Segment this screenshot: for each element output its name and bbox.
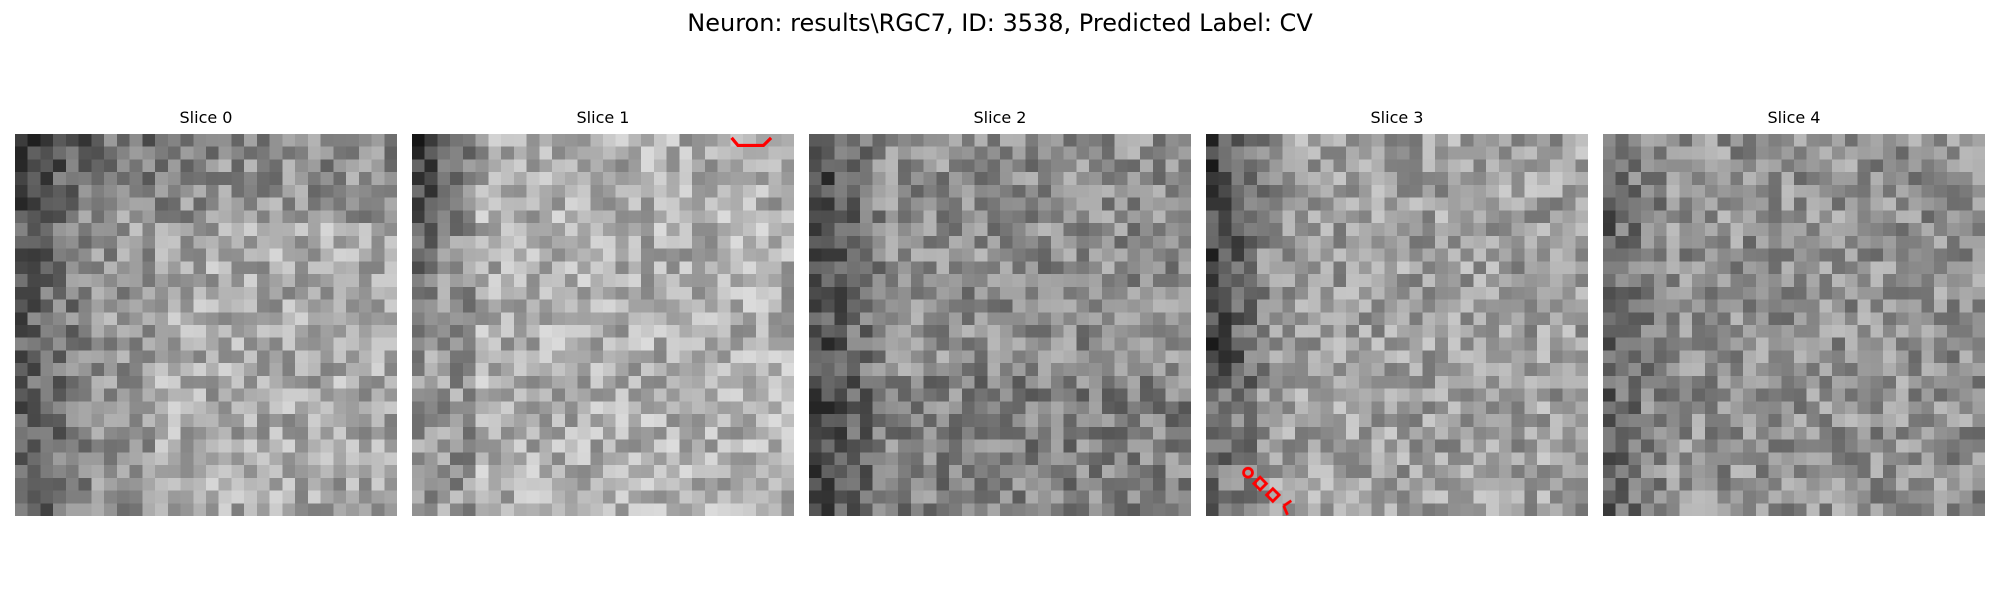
slice-title-0: Slice 0 (179, 108, 233, 127)
slice-title-4: Slice 4 (1767, 108, 1821, 127)
slice-panel-2: Slice 2 (809, 108, 1191, 516)
slice-canvas-1 (412, 134, 794, 516)
annotation-contour-3 (1242, 466, 1293, 516)
slice-panel-1: Slice 1 (412, 108, 794, 516)
slice-panel-4: Slice 4 (1603, 108, 1985, 516)
slice-panel-0: Slice 0 (15, 108, 397, 516)
slice-panel-3: Slice 3 (1206, 108, 1588, 516)
slice-image-2 (809, 134, 1191, 516)
figure-title: Neuron: results\RGC7, ID: 3538, Predicte… (687, 9, 1313, 37)
slice-title-2: Slice 2 (973, 108, 1027, 127)
slice-title-1: Slice 1 (576, 108, 630, 127)
slice-canvas-3 (1206, 134, 1588, 516)
slice-title-3: Slice 3 (1370, 108, 1424, 127)
annotation-contour-1 (730, 136, 773, 148)
slice-image-1 (412, 134, 794, 516)
slice-image-0 (15, 134, 397, 516)
slice-image-3 (1206, 134, 1588, 516)
slice-image-4 (1603, 134, 1985, 516)
